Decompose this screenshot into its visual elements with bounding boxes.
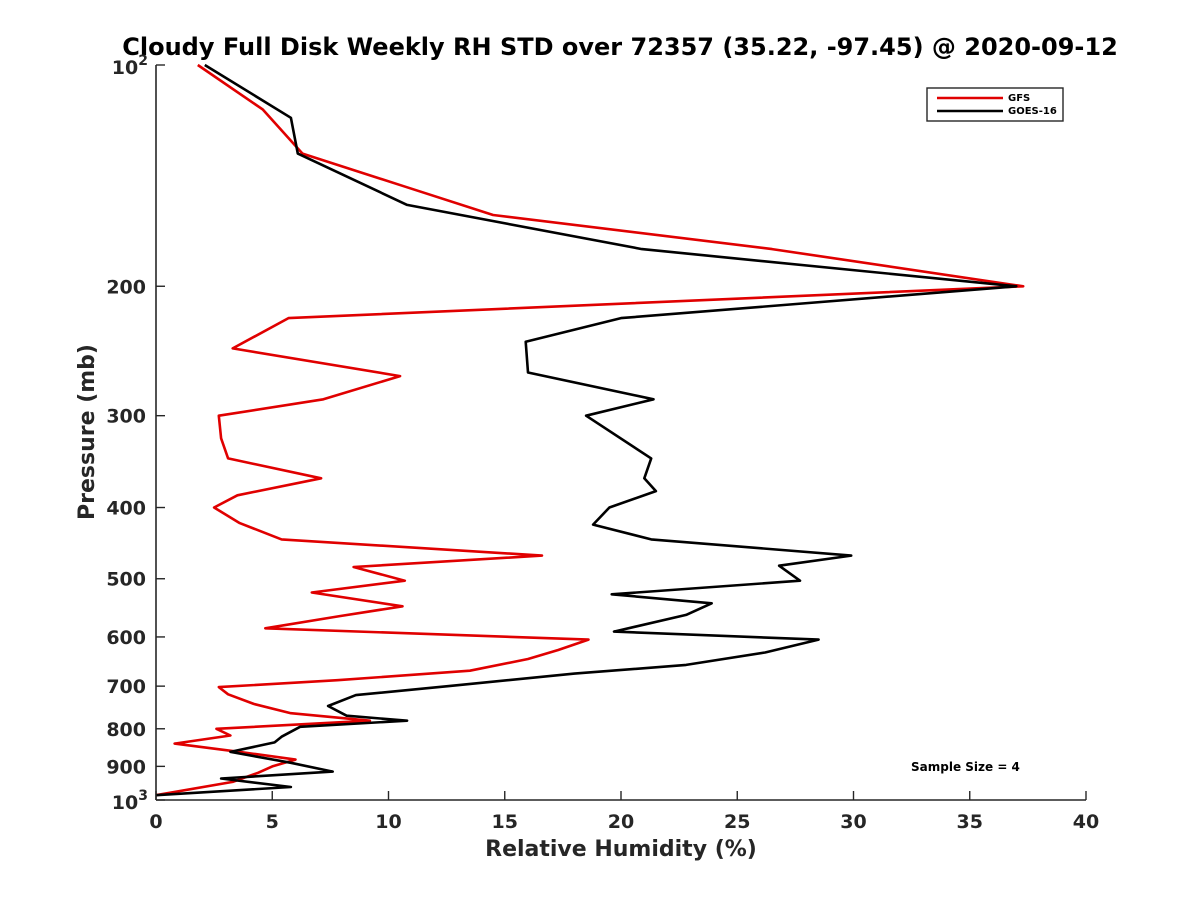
- x-tick-label: 40: [1073, 811, 1099, 833]
- x-tick-label: 5: [266, 811, 279, 833]
- series-line-goes16: [155, 63, 1018, 797]
- legend-goes16-label: GOES-16: [1008, 106, 1057, 117]
- y-ticks: 200 300 400 500 600 700 800 900 102 103: [106, 53, 165, 814]
- y-tick-label: 500: [106, 569, 146, 591]
- series-line-gfs: [155, 63, 1025, 797]
- x-tick-label: 35: [957, 811, 983, 833]
- y-axis-label: Pressure (mb): [75, 344, 100, 520]
- sample-size-annotation: Sample Size = 4: [911, 760, 1020, 774]
- series-layer: [155, 63, 1025, 797]
- y-tick-label: 102: [112, 53, 148, 79]
- legend-box: [926, 87, 1064, 122]
- x-axis-label: Relative Humidity (%): [485, 837, 757, 862]
- x-ticks: 0 5 10 15 20 25 30 35 40: [149, 791, 1099, 833]
- x-tick-label: 30: [840, 811, 866, 833]
- x-tick-label: 0: [149, 811, 162, 833]
- y-tick-label: 300: [106, 406, 146, 428]
- y-tick-label: 900: [106, 756, 146, 778]
- y-tick-label: 200: [106, 276, 146, 298]
- legend: GFS GOES-16: [926, 87, 1064, 122]
- y-tick-label: 700: [106, 676, 146, 698]
- x-tick-label: 15: [492, 811, 518, 833]
- x-tick-label: 25: [724, 811, 750, 833]
- x-tick-label: 10: [375, 811, 401, 833]
- legend-gfs-label: GFS: [1008, 93, 1030, 104]
- y-tick-label: 800: [106, 719, 146, 741]
- chart-title: Cloudy Full Disk Weekly RH STD over 7235…: [122, 33, 1118, 61]
- x-tick-label: 20: [608, 811, 634, 833]
- plot-area: 0 5 10 15 20 25 30 35 40 200 300 400 500 600 700 800 90…: [106, 53, 1099, 833]
- y-tick-label: 400: [106, 498, 146, 520]
- y-tick-label: 103: [112, 788, 148, 814]
- y-tick-label: 600: [106, 627, 146, 649]
